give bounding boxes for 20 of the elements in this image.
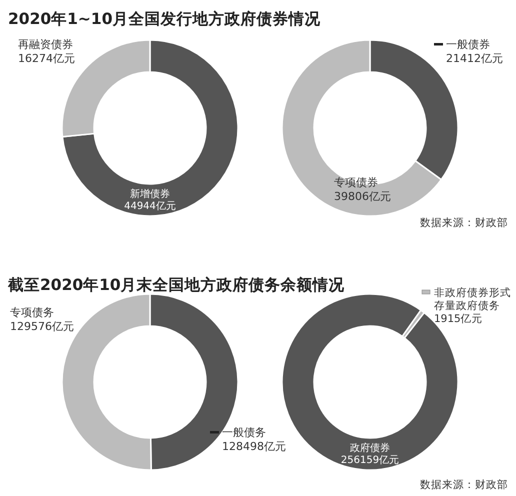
chart-title: 截至2020年10月末全国地方政府债务余额情况 [7, 275, 346, 294]
data-label: 44944亿元 [124, 201, 176, 212]
chart-title: 2020年1~10月全国发行地方政府债券情况 [8, 9, 322, 28]
data-label: 256159亿元 [340, 455, 400, 466]
data-label: 128498亿元 [222, 440, 286, 453]
data-label: 16274亿元 [18, 52, 75, 65]
legend-label: 非政府债券形式存量政府债务 [434, 286, 511, 312]
source-note: 数据来源：财政部 [420, 478, 508, 491]
data-label: 129576亿元 [10, 320, 74, 333]
slice-label: 一般债券 [446, 38, 490, 51]
slice-label: 专项债务 [10, 306, 54, 319]
slice-label: 一般债务 [222, 426, 266, 439]
data-label: 1915亿元 [434, 313, 483, 325]
data-label: 21412亿元 [446, 52, 503, 65]
data-label: 39806亿元 [334, 190, 391, 203]
slice-label: 专项债券 [334, 176, 378, 189]
slice-label: 再融资债券 [18, 38, 73, 51]
source-note: 数据来源：财政部 [420, 216, 508, 229]
slice-label: 政府债券 [350, 442, 390, 454]
slice-label: 新增债券 [130, 188, 170, 200]
